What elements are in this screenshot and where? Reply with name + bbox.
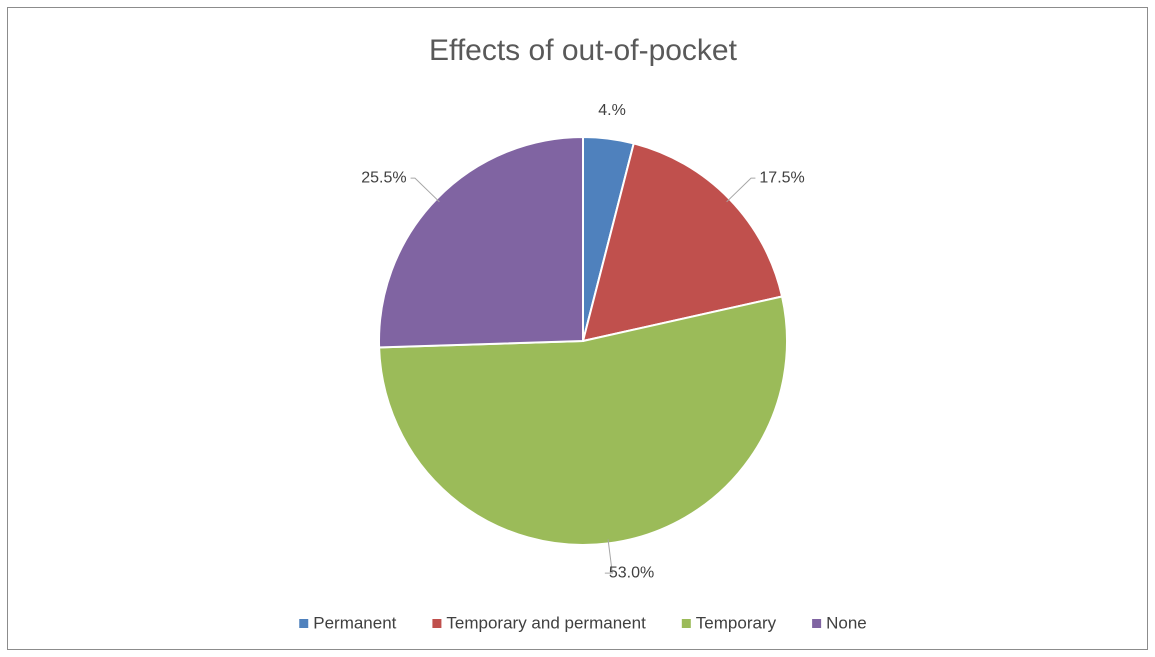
legend-swatch xyxy=(432,619,442,628)
legend-swatch xyxy=(812,619,822,628)
legend-label: None xyxy=(826,613,867,632)
data-label: 25.5% xyxy=(361,169,406,186)
data-label: 17.5% xyxy=(759,169,804,186)
legend-swatch xyxy=(299,619,309,628)
data-label: 53.0% xyxy=(609,564,654,581)
legend-label: Permanent xyxy=(313,613,396,632)
data-label: 4.% xyxy=(598,102,626,119)
leader-line xyxy=(410,177,440,203)
legend-swatch xyxy=(681,619,691,628)
leader-line xyxy=(604,539,613,574)
legend-label: Temporary xyxy=(696,613,777,632)
leader-line xyxy=(726,177,756,203)
legend-label: Temporary and permanent xyxy=(446,613,646,632)
chart-title: Effects of out-of-pocket xyxy=(429,34,738,67)
